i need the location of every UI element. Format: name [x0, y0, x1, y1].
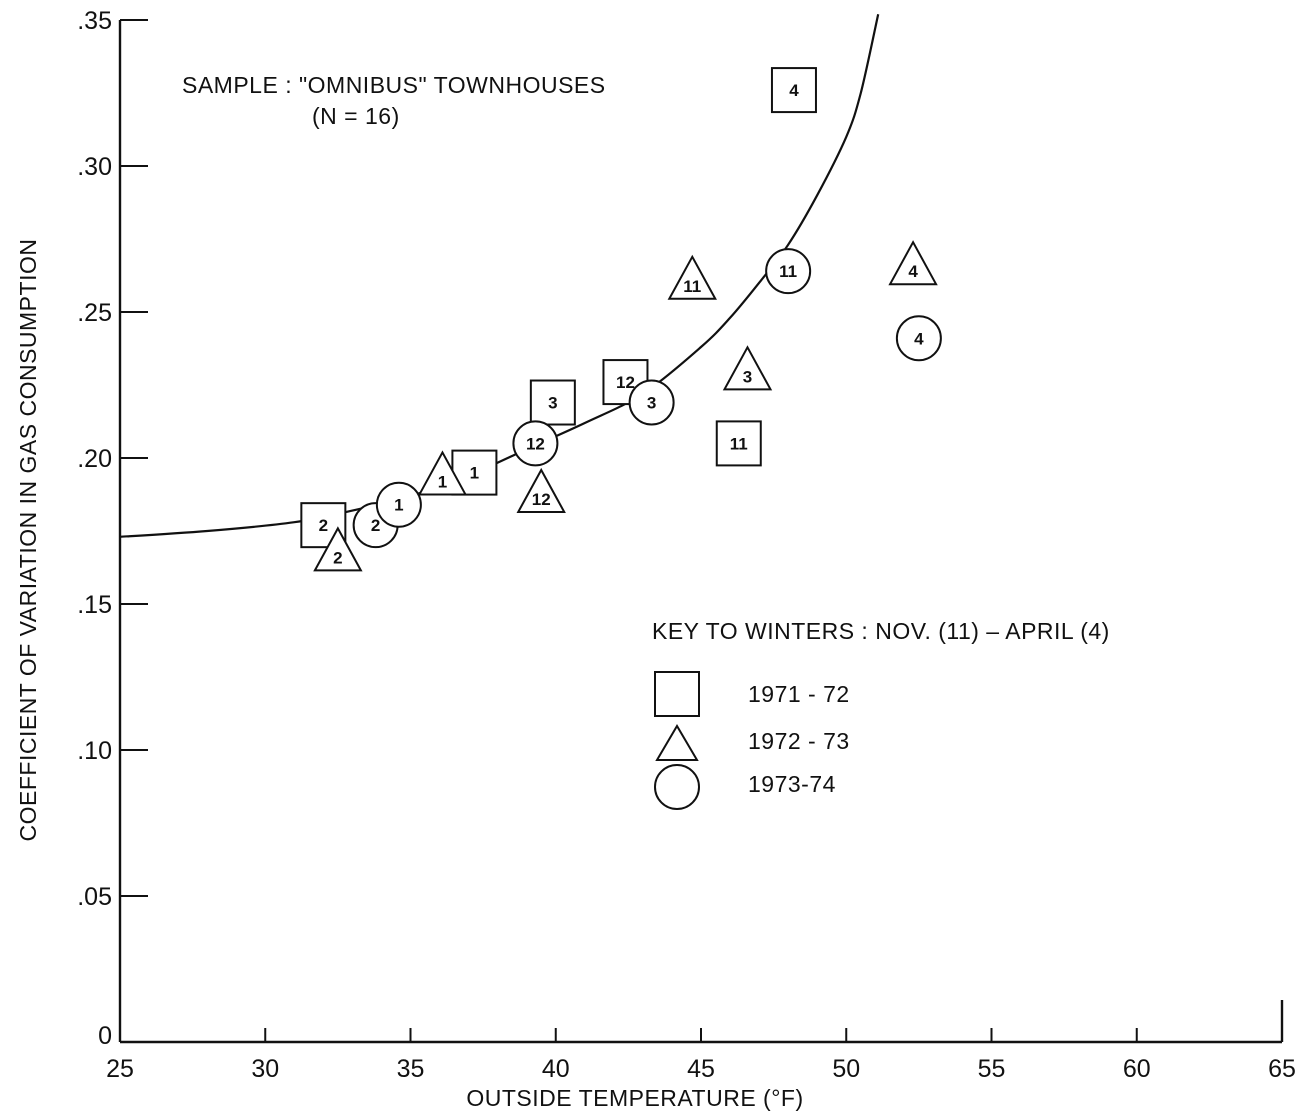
- y-tick-label: .20: [77, 445, 112, 473]
- x-axis-title: OUTSIDE TEMPERATURE (°F): [466, 1085, 803, 1111]
- triangle-marker-shape: [417, 450, 468, 496]
- triangle-marker: 2: [313, 526, 363, 572]
- circle-marker: 1: [375, 481, 422, 528]
- marker-label: 1: [438, 472, 447, 491]
- marker-label: 2: [333, 548, 342, 567]
- marker-label: 2: [371, 516, 380, 535]
- x-tick-label: 25: [106, 1055, 134, 1083]
- y-tick-label: .35: [77, 7, 112, 35]
- y-tick-label: .30: [77, 153, 112, 181]
- legend-label-1971-72: 1971 - 72: [748, 681, 850, 707]
- marker-label: 11: [779, 262, 797, 281]
- marker-label: 12: [616, 373, 635, 392]
- square-marker-shape: [770, 67, 817, 114]
- square-marker-shape: [715, 420, 762, 467]
- marker-label: 3: [548, 394, 557, 413]
- y-axis-title: COEFFICIENT OF VARIATION IN GAS CONSUMPT…: [15, 239, 41, 842]
- circle-marker: 11: [765, 248, 812, 295]
- sample-annotation-line2: (N = 16): [312, 103, 400, 129]
- circle-marker-shape: [628, 379, 675, 426]
- triangle-marker-shape: [667, 254, 717, 300]
- circle-marker-shape: [375, 481, 422, 528]
- triangle-marker-shape: [888, 240, 938, 286]
- triangle-marker-shape: [313, 526, 363, 572]
- x-tick-label: 40: [542, 1055, 570, 1083]
- x-tick-label: 55: [978, 1055, 1006, 1083]
- square-marker: 4: [770, 67, 817, 114]
- x-tick-label: 45: [687, 1055, 715, 1083]
- legend-circle-icon: [654, 764, 700, 810]
- marker-label: 3: [743, 367, 752, 386]
- legend-triangle-icon: [655, 724, 699, 761]
- legend-label-1972-73: 1972 - 73: [748, 728, 850, 754]
- x-tick-label: 35: [397, 1055, 425, 1083]
- y-tick-label: .05: [77, 883, 112, 911]
- marker-label: 4: [914, 329, 924, 348]
- circle-marker: 4: [895, 315, 942, 362]
- triangle-marker: 12: [516, 467, 566, 513]
- circle-marker: 3: [628, 379, 675, 426]
- y-tick-label: .10: [77, 737, 112, 765]
- square-marker-shape: [529, 379, 576, 426]
- x-ticks: 25 30 35 40 45 50 55 60 65: [106, 1028, 1296, 1083]
- marker-label: 3: [647, 394, 656, 413]
- marker-label: 11: [683, 277, 701, 296]
- x-tick-label: 50: [832, 1055, 860, 1083]
- y-tick-label: 0: [98, 1022, 112, 1050]
- circle-marker: 12: [512, 420, 559, 467]
- triangle-marker-shape: [722, 345, 773, 391]
- legend: KEY TO WINTERS : NOV. (11) – APRIL (4) 1…: [652, 618, 1110, 810]
- circle-marker-shape: [512, 420, 559, 467]
- square-marker: 11: [715, 420, 762, 467]
- triangle-marker: 4: [888, 240, 938, 286]
- circle-marker-shape: [895, 315, 942, 362]
- x-tick-label: 30: [251, 1055, 279, 1083]
- marker-label: 11: [730, 434, 748, 453]
- x-tick-label: 65: [1268, 1055, 1296, 1083]
- legend-title: KEY TO WINTERS : NOV. (11) – APRIL (4): [652, 618, 1110, 644]
- triangle-marker: 11: [667, 254, 717, 300]
- y-tick-label: .25: [77, 299, 112, 327]
- y-tick-label: .15: [77, 591, 112, 619]
- y-ticks: 0 .05 .10 .15 .20 .25 .30 .35: [77, 7, 148, 1050]
- marker-label: 2: [319, 516, 328, 535]
- marker-label: 1: [394, 496, 403, 515]
- triangle-marker: 3: [722, 345, 773, 391]
- marker-label: 4: [908, 262, 918, 281]
- marker-label: 4: [789, 81, 799, 100]
- marker-label: 12: [526, 434, 545, 453]
- square-marker: 3: [529, 379, 576, 426]
- marker-label: 1: [470, 464, 479, 483]
- legend-square-icon: [654, 671, 700, 717]
- sample-annotation-line1: SAMPLE : "OMNIBUS" TOWNHOUSES: [182, 72, 606, 98]
- legend-label-1973-74: 1973-74: [748, 771, 836, 797]
- triangle-marker: 1: [417, 450, 468, 496]
- triangle-marker-shape: [516, 467, 566, 513]
- marker-label: 12: [532, 490, 551, 509]
- circle-marker-shape: [765, 248, 812, 295]
- x-tick-label: 60: [1123, 1055, 1151, 1083]
